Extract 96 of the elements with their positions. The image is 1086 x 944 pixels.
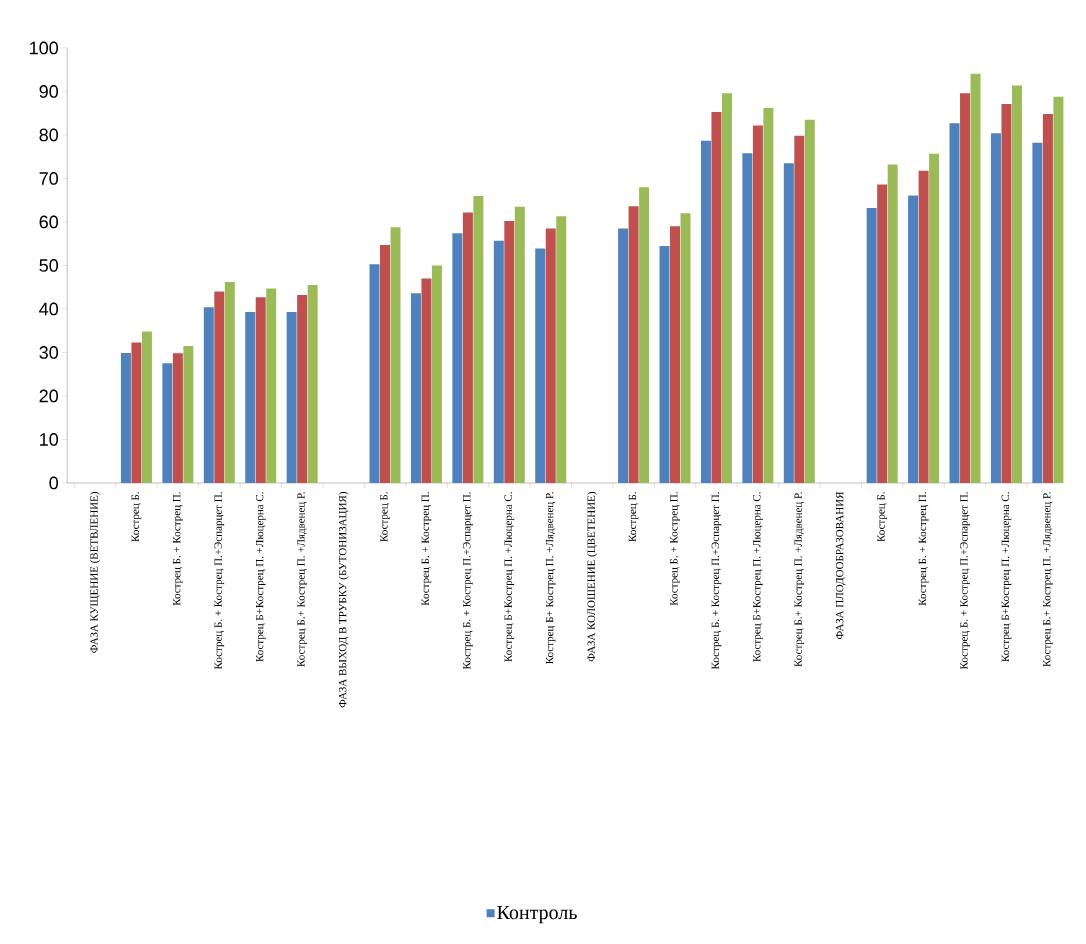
bar	[960, 93, 971, 483]
bar	[452, 233, 463, 483]
bar	[618, 228, 629, 483]
x-tick-label: Кострец Б+Кострец П. +Люцерна С.	[753, 492, 763, 662]
y-tick-label: 30	[39, 346, 59, 359]
x-tick-label: Кострец Б. + Кострец П.	[918, 492, 929, 606]
bar	[1042, 114, 1053, 483]
bar	[639, 187, 650, 483]
bar	[162, 363, 173, 483]
bar	[183, 345, 194, 483]
x-tick-label: Кострец Б. + Кострец П.+Эспарцет П.	[711, 492, 722, 670]
bar	[804, 119, 815, 483]
bar	[1001, 104, 1012, 483]
bar	[711, 111, 722, 483]
bar	[473, 195, 484, 483]
y-tick-label: 40	[39, 302, 59, 316]
bar	[421, 278, 432, 483]
bar	[369, 264, 380, 483]
bar	[970, 73, 981, 483]
y-tick-label: 80	[39, 128, 59, 142]
x-tick-label: Кострец Б.+ Кострец П. +Лядвенец Р.	[297, 492, 307, 667]
bar	[866, 208, 877, 483]
y-tick-label: 0	[49, 476, 59, 490]
bar	[245, 312, 256, 483]
bar	[929, 153, 940, 483]
bar	[752, 125, 763, 483]
y-tick-label: 20	[39, 389, 59, 403]
bar	[297, 295, 308, 483]
bar	[462, 212, 473, 483]
bar	[1053, 96, 1064, 483]
x-tick-label: ФАЗА КУЩЕНИЕ (ВЕТВЛЕНИЕ)	[90, 491, 100, 653]
x-tick-label: Кострец Б. + Кострец П.+Эспарцет П.	[960, 492, 970, 670]
bar	[266, 288, 277, 483]
bar	[721, 93, 732, 483]
y-tick-label: 10	[40, 433, 59, 446]
bar	[949, 123, 960, 483]
bar	[307, 285, 318, 483]
bar	[680, 213, 691, 483]
bar	[120, 352, 131, 483]
bar	[918, 170, 929, 483]
bar	[877, 184, 888, 483]
y-tick-label: 60	[39, 215, 59, 229]
x-tick-label: ФАЗА ВЫХОД В ТРУБКУ (БУТОНИЗАЦИЯ)	[338, 492, 349, 708]
x-tick-label: Кострец Б. + Кострец П.	[421, 492, 432, 606]
bar	[659, 245, 670, 483]
x-tick-label: Кострец Б+Кострец П. +Люцерна С.	[504, 492, 515, 662]
bar	[535, 248, 546, 483]
x-tick-label: Кострец Б.	[131, 492, 142, 542]
bar	[545, 228, 556, 483]
bar	[431, 265, 442, 483]
x-tick-label: Кострец Б+Кострец П. +Люцерна С.	[255, 492, 266, 662]
bar	[255, 297, 266, 483]
bar	[556, 216, 567, 483]
x-tick-label: Кострец Б+Кострец П. +Люцерна С.	[1001, 492, 1012, 662]
bar	[493, 240, 504, 483]
bar	[990, 133, 1001, 483]
bar	[380, 245, 391, 483]
bar	[214, 291, 225, 483]
bar	[224, 282, 235, 483]
x-tick-label: Кострец Б. + Кострец П.+Эспарцет П.	[463, 492, 473, 670]
bar	[172, 353, 183, 483]
x-tick-label: Кострец Б.+ Кострец П. +Лядвенец Р.	[1043, 492, 1053, 667]
bar	[670, 226, 681, 483]
x-tick-label: ФАЗА ПЛОДООБРАЗОВАНИЯ	[835, 491, 846, 640]
bar	[794, 135, 805, 483]
x-tick-label: Кострец Б.	[877, 492, 887, 542]
bar	[410, 293, 421, 483]
x-tick-label: Кострец Б. + Кострец П.	[173, 492, 183, 606]
x-tick-label: Кострец Б.	[628, 492, 639, 542]
x-tick-label: Кострец Б+ Кострец П. +Лядвенец Р.	[545, 492, 556, 664]
bar	[390, 227, 401, 483]
y-tick-label: 100	[30, 41, 59, 55]
legend-label: Контроль	[497, 905, 577, 924]
x-tick-label: Кострец Б. + Кострец П.+Эспарцет П.	[214, 492, 225, 670]
x-tick-label: Кострец Б.+ Кострец П. +Лядвенец Р.	[794, 492, 805, 667]
bar	[887, 164, 898, 483]
bar	[504, 221, 515, 483]
bar	[783, 163, 794, 483]
bar	[286, 312, 297, 483]
bar	[628, 206, 639, 483]
y-tick-label: 90	[39, 85, 59, 98]
bar	[700, 140, 711, 483]
bar	[141, 331, 152, 483]
x-tick-label: ФАЗА КОЛОШЕНИЕ (ЦВЕТЕНИЕ)	[587, 492, 598, 662]
bar	[514, 206, 525, 483]
bar	[763, 108, 774, 483]
y-tick-label: 70	[39, 172, 59, 185]
bar	[742, 153, 753, 483]
bar	[203, 307, 214, 483]
y-tick-label: 50	[39, 259, 59, 272]
x-tick-label: Кострец Б. + Кострец П.	[670, 492, 680, 606]
x-tick-label: Кострец Б.	[380, 492, 390, 542]
bar	[1011, 85, 1022, 483]
bar	[1032, 142, 1043, 483]
bar	[908, 195, 919, 483]
bar	[131, 342, 142, 483]
